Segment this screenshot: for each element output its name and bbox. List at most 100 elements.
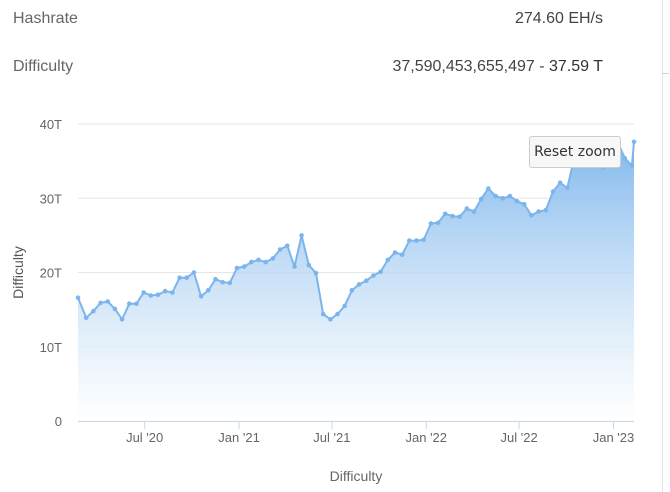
data-point[interactable] [371, 273, 376, 278]
data-point[interactable] [306, 262, 312, 268]
data-point[interactable] [112, 306, 118, 312]
hashrate-value: 274.60 EH/s [514, 10, 603, 27]
data-point[interactable] [285, 243, 290, 249]
data-point[interactable] [213, 276, 218, 282]
data-point[interactable] [349, 288, 355, 293]
data-point[interactable] [227, 280, 233, 286]
data-point[interactable] [299, 233, 304, 238]
data-point[interactable] [399, 252, 405, 257]
data-point[interactable] [98, 300, 103, 306]
data-point[interactable] [356, 282, 362, 287]
data-point[interactable] [75, 295, 81, 301]
data-point[interactable] [507, 193, 513, 199]
data-point[interactable] [177, 275, 182, 281]
data-point[interactable] [313, 270, 319, 276]
data-point[interactable] [91, 308, 96, 314]
x-tick-label: Jan '23 [593, 430, 635, 445]
difficulty-row: Difficulty 37,590,453,655,497 - 37.59 T [13, 55, 603, 79]
data-point[interactable] [263, 259, 269, 265]
data-point[interactable] [478, 196, 484, 202]
data-point[interactable] [342, 303, 348, 309]
difficulty-label: Difficulty [13, 58, 74, 75]
area-path [78, 141, 634, 422]
data-point[interactable] [500, 196, 506, 201]
x-tick-label: Jan '21 [218, 430, 260, 445]
data-point[interactable] [631, 139, 637, 145]
y-axis-title: Difficulty [10, 246, 26, 299]
data-point[interactable] [471, 209, 477, 214]
reset-zoom-button[interactable]: Reset zoom [529, 136, 621, 168]
data-point[interactable] [277, 247, 283, 252]
axis-labels: 0 10T 20T 30T 40T Jul '20 Jan '21 Jul '21 Jan '2… [10, 117, 634, 484]
difficulty-short-value: 37.59 T [549, 58, 603, 75]
data-point[interactable] [435, 220, 441, 226]
difficulty-full-value: 37,590,453,655,497 [392, 58, 535, 75]
data-point[interactable] [134, 301, 139, 307]
data-point[interactable] [184, 275, 189, 281]
data-point[interactable] [457, 214, 462, 220]
difficulty-separator: - [534, 58, 550, 75]
data-point[interactable] [241, 264, 247, 269]
data-point[interactable] [536, 209, 541, 214]
data-point[interactable] [421, 237, 427, 243]
data-point[interactable] [162, 288, 168, 294]
data-point[interactable] [155, 292, 161, 298]
data-point[interactable] [148, 293, 154, 298]
data-point[interactable] [514, 198, 520, 204]
data-point[interactable] [407, 238, 412, 243]
data-point[interactable] [292, 264, 297, 269]
hashrate-label: Hashrate [13, 10, 78, 27]
x-axis-title: Difficulty [330, 468, 383, 484]
data-point[interactable] [105, 299, 110, 304]
panel-edge-tick [662, 73, 669, 74]
data-point[interactable] [629, 163, 635, 168]
data-point[interactable] [385, 257, 391, 263]
data-point[interactable] [557, 180, 563, 185]
axes [78, 421, 634, 429]
x-tick-label: Jul '21 [313, 430, 350, 445]
data-point[interactable] [565, 185, 570, 191]
data-point[interactable] [206, 288, 211, 293]
data-point[interactable] [529, 213, 534, 218]
data-point[interactable] [83, 315, 89, 321]
data-point[interactable] [220, 279, 225, 285]
data-point[interactable] [270, 256, 276, 261]
hashrate-row: Hashrate 274.60 EH/s [13, 7, 603, 31]
y-tick-label: 10T [40, 340, 62, 355]
data-point[interactable] [543, 207, 549, 213]
data-point[interactable] [378, 269, 383, 275]
data-point[interactable] [127, 301, 132, 307]
data-point[interactable] [335, 311, 340, 317]
data-point[interactable] [234, 265, 240, 271]
data-point[interactable] [170, 290, 175, 295]
data-point[interactable] [521, 201, 527, 207]
area-fill [78, 141, 634, 422]
data-point[interactable] [428, 221, 434, 226]
data-point[interactable] [442, 211, 448, 217]
data-point[interactable] [364, 278, 369, 284]
x-tick-label: Jan '22 [406, 430, 448, 445]
x-tick-label: Jul '22 [501, 430, 538, 445]
difficulty-value: 37,590,453,655,497 - 37.59 T [392, 58, 603, 76]
data-point[interactable] [486, 186, 491, 191]
data-point[interactable] [198, 294, 204, 299]
data-point[interactable] [450, 213, 455, 219]
data-point[interactable] [414, 238, 419, 243]
data-point[interactable] [392, 250, 398, 255]
y-tick-label: 0 [55, 414, 62, 429]
data-point[interactable] [256, 257, 261, 263]
data-point[interactable] [141, 290, 146, 295]
data-point[interactable] [249, 259, 254, 265]
panel-edge [662, 0, 670, 492]
data-point[interactable] [119, 317, 125, 322]
data-point[interactable] [464, 206, 470, 211]
y-tick-label: 30T [40, 191, 62, 206]
data-point[interactable] [550, 189, 556, 194]
x-tick-label: Jul '20 [126, 430, 163, 445]
data-point[interactable] [493, 193, 498, 199]
data-point[interactable] [320, 311, 326, 317]
data-point[interactable] [622, 155, 628, 161]
data-point[interactable] [191, 270, 197, 275]
data-point[interactable] [328, 317, 333, 322]
